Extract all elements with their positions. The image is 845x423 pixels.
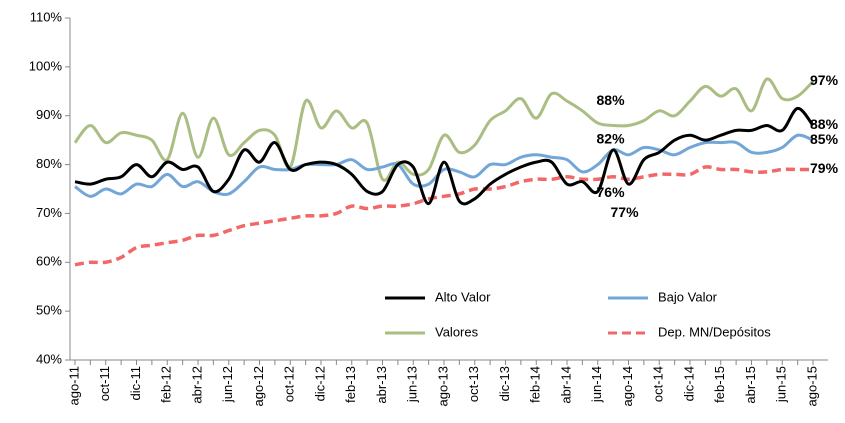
x-tick-label: jun-12 xyxy=(220,366,235,403)
series-line xyxy=(74,165,813,267)
value-label: 79% xyxy=(810,160,839,176)
x-tick-label: abr-15 xyxy=(743,366,758,404)
y-tick-label: 50% xyxy=(36,303,62,318)
x-tick-label: jun-13 xyxy=(405,366,420,403)
series-line xyxy=(73,77,815,182)
y-tick-label: 100% xyxy=(29,58,63,73)
y-tick-label: 80% xyxy=(36,156,62,171)
legend-label: Valores xyxy=(435,324,479,339)
x-tick-label: feb-15 xyxy=(712,366,727,403)
value-label: 77% xyxy=(611,204,640,220)
value-label: 82% xyxy=(597,131,626,147)
y-tick-label: 110% xyxy=(30,9,63,24)
x-tick-label: abr-12 xyxy=(189,366,204,404)
legend-label: Alto Valor xyxy=(435,289,491,304)
x-tick-label: dic-14 xyxy=(681,366,696,401)
value-label: 85% xyxy=(810,131,839,147)
y-tick-label: 90% xyxy=(36,107,62,122)
x-tick-label: oct-11 xyxy=(97,366,112,401)
x-tick-label: abr-13 xyxy=(374,366,389,404)
series-line xyxy=(74,133,814,198)
x-tick-label: abr-14 xyxy=(558,366,573,404)
x-tick-label: oct-14 xyxy=(651,366,666,402)
x-tick-label: feb-13 xyxy=(343,366,358,403)
x-tick-label: dic-13 xyxy=(497,366,512,401)
x-tick-label: oct-12 xyxy=(282,366,297,402)
x-tick-label: dic-12 xyxy=(312,366,327,401)
x-tick-label: feb-14 xyxy=(528,366,543,403)
x-tick-label: ago-12 xyxy=(251,366,266,406)
series-line xyxy=(74,106,815,206)
x-tick-label: ago-11 xyxy=(66,366,81,406)
x-tick-label: ago-14 xyxy=(620,366,635,406)
x-tick-label: jun-15 xyxy=(774,366,789,403)
value-label: 88% xyxy=(810,116,839,132)
legend-label: Bajo Valor xyxy=(658,289,718,304)
value-label: 97% xyxy=(810,72,839,88)
y-tick-label: 40% xyxy=(36,351,62,366)
x-tick-label: dic-11 xyxy=(128,366,143,400)
x-tick-label: jun-14 xyxy=(589,366,604,403)
x-tick-label: ago-15 xyxy=(804,366,819,406)
value-label: 76% xyxy=(597,184,626,200)
value-label: 88% xyxy=(597,92,626,108)
x-tick-label: oct-13 xyxy=(466,366,481,402)
legend-label: Dep. MN/Depósitos xyxy=(658,324,771,339)
x-tick-label: ago-13 xyxy=(435,366,450,406)
y-tick-label: 60% xyxy=(36,254,62,269)
y-tick-label: 70% xyxy=(36,205,62,220)
x-tick-label: feb-12 xyxy=(159,366,174,403)
